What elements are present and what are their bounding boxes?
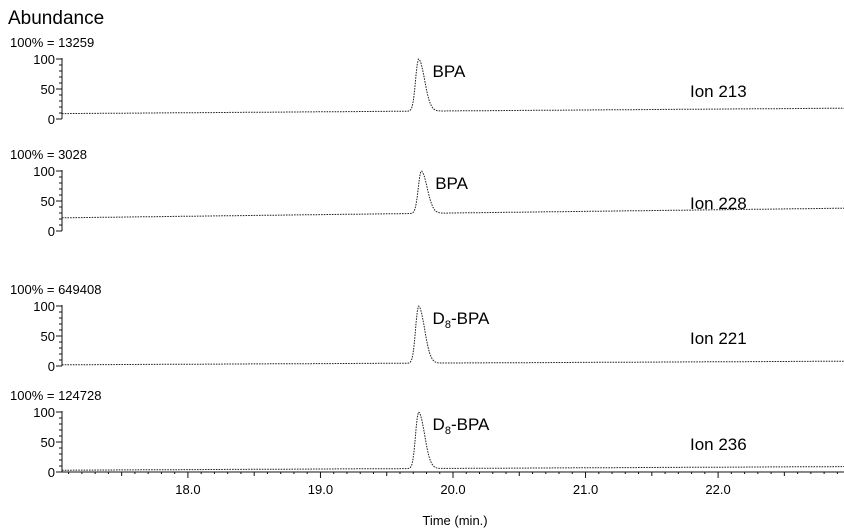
x-axis: 18.0 19.0 20.0 21.0 22.0 — [62, 471, 844, 497]
chromatogram-trace — [62, 170, 844, 219]
x-tick-label: 20.0 — [440, 482, 465, 497]
y-tick-label: 100 — [33, 299, 55, 314]
panel-2: 100% = 3028 0 50 100 BPA Ion 228 — [10, 147, 844, 239]
peak-label: BPA — [433, 62, 466, 81]
chart-panels: 100% = 13259 0 50 100 BPA Ion 213 100% = 3028 0… — [10, 35, 844, 480]
ion-label: Ion 236 — [690, 435, 747, 454]
y-tick-label: 100 — [33, 405, 55, 420]
panel-scale-label: 100% = 13259 — [10, 35, 94, 50]
ion-label: Ion 228 — [690, 194, 747, 213]
y-tick-label: 100 — [33, 52, 55, 67]
panel-scale-label: 100% = 3028 — [10, 147, 87, 162]
y-tick-label: 100 — [33, 164, 55, 179]
peak-label: D8-BPA — [433, 415, 490, 437]
y-tick-label: 0 — [48, 359, 55, 374]
peak-label: BPA — [435, 174, 468, 193]
y-tick-label: 0 — [48, 465, 55, 480]
chromatogram-trace — [62, 58, 844, 115]
y-tick-label: 0 — [48, 112, 55, 127]
panel-1: 100% = 13259 0 50 100 BPA Ion 213 — [10, 35, 844, 127]
y-tick-label: 50 — [41, 329, 55, 344]
x-axis-label: Time (min.) — [422, 513, 487, 528]
x-tick-label: 22.0 — [705, 482, 730, 497]
y-tick-label: 50 — [41, 194, 55, 209]
chromatogram-trace — [62, 411, 844, 471]
panel-3: 100% = 649408 0 50 100 D8-BPA Ion 221 — [10, 282, 844, 374]
ion-label: Ion 213 — [690, 82, 747, 101]
x-tick-label: 18.0 — [175, 482, 200, 497]
panel-scale-label: 100% = 124728 — [10, 388, 101, 403]
y-tick-label: 50 — [41, 82, 55, 97]
panel-scale-label: 100% = 649408 — [10, 282, 101, 297]
panel-4: 100% = 124728 0 50 100 D8-BPA Ion 236 — [10, 388, 844, 480]
y-tick-label: 50 — [41, 435, 55, 450]
peak-label: D8-BPA — [433, 309, 490, 331]
ion-label: Ion 221 — [690, 329, 747, 348]
y-tick-label: 0 — [48, 224, 55, 239]
chromatogram-trace — [62, 305, 844, 366]
chart-title: Abundance — [8, 8, 104, 29]
x-tick-label: 19.0 — [308, 482, 333, 497]
x-tick-label: 21.0 — [573, 482, 598, 497]
